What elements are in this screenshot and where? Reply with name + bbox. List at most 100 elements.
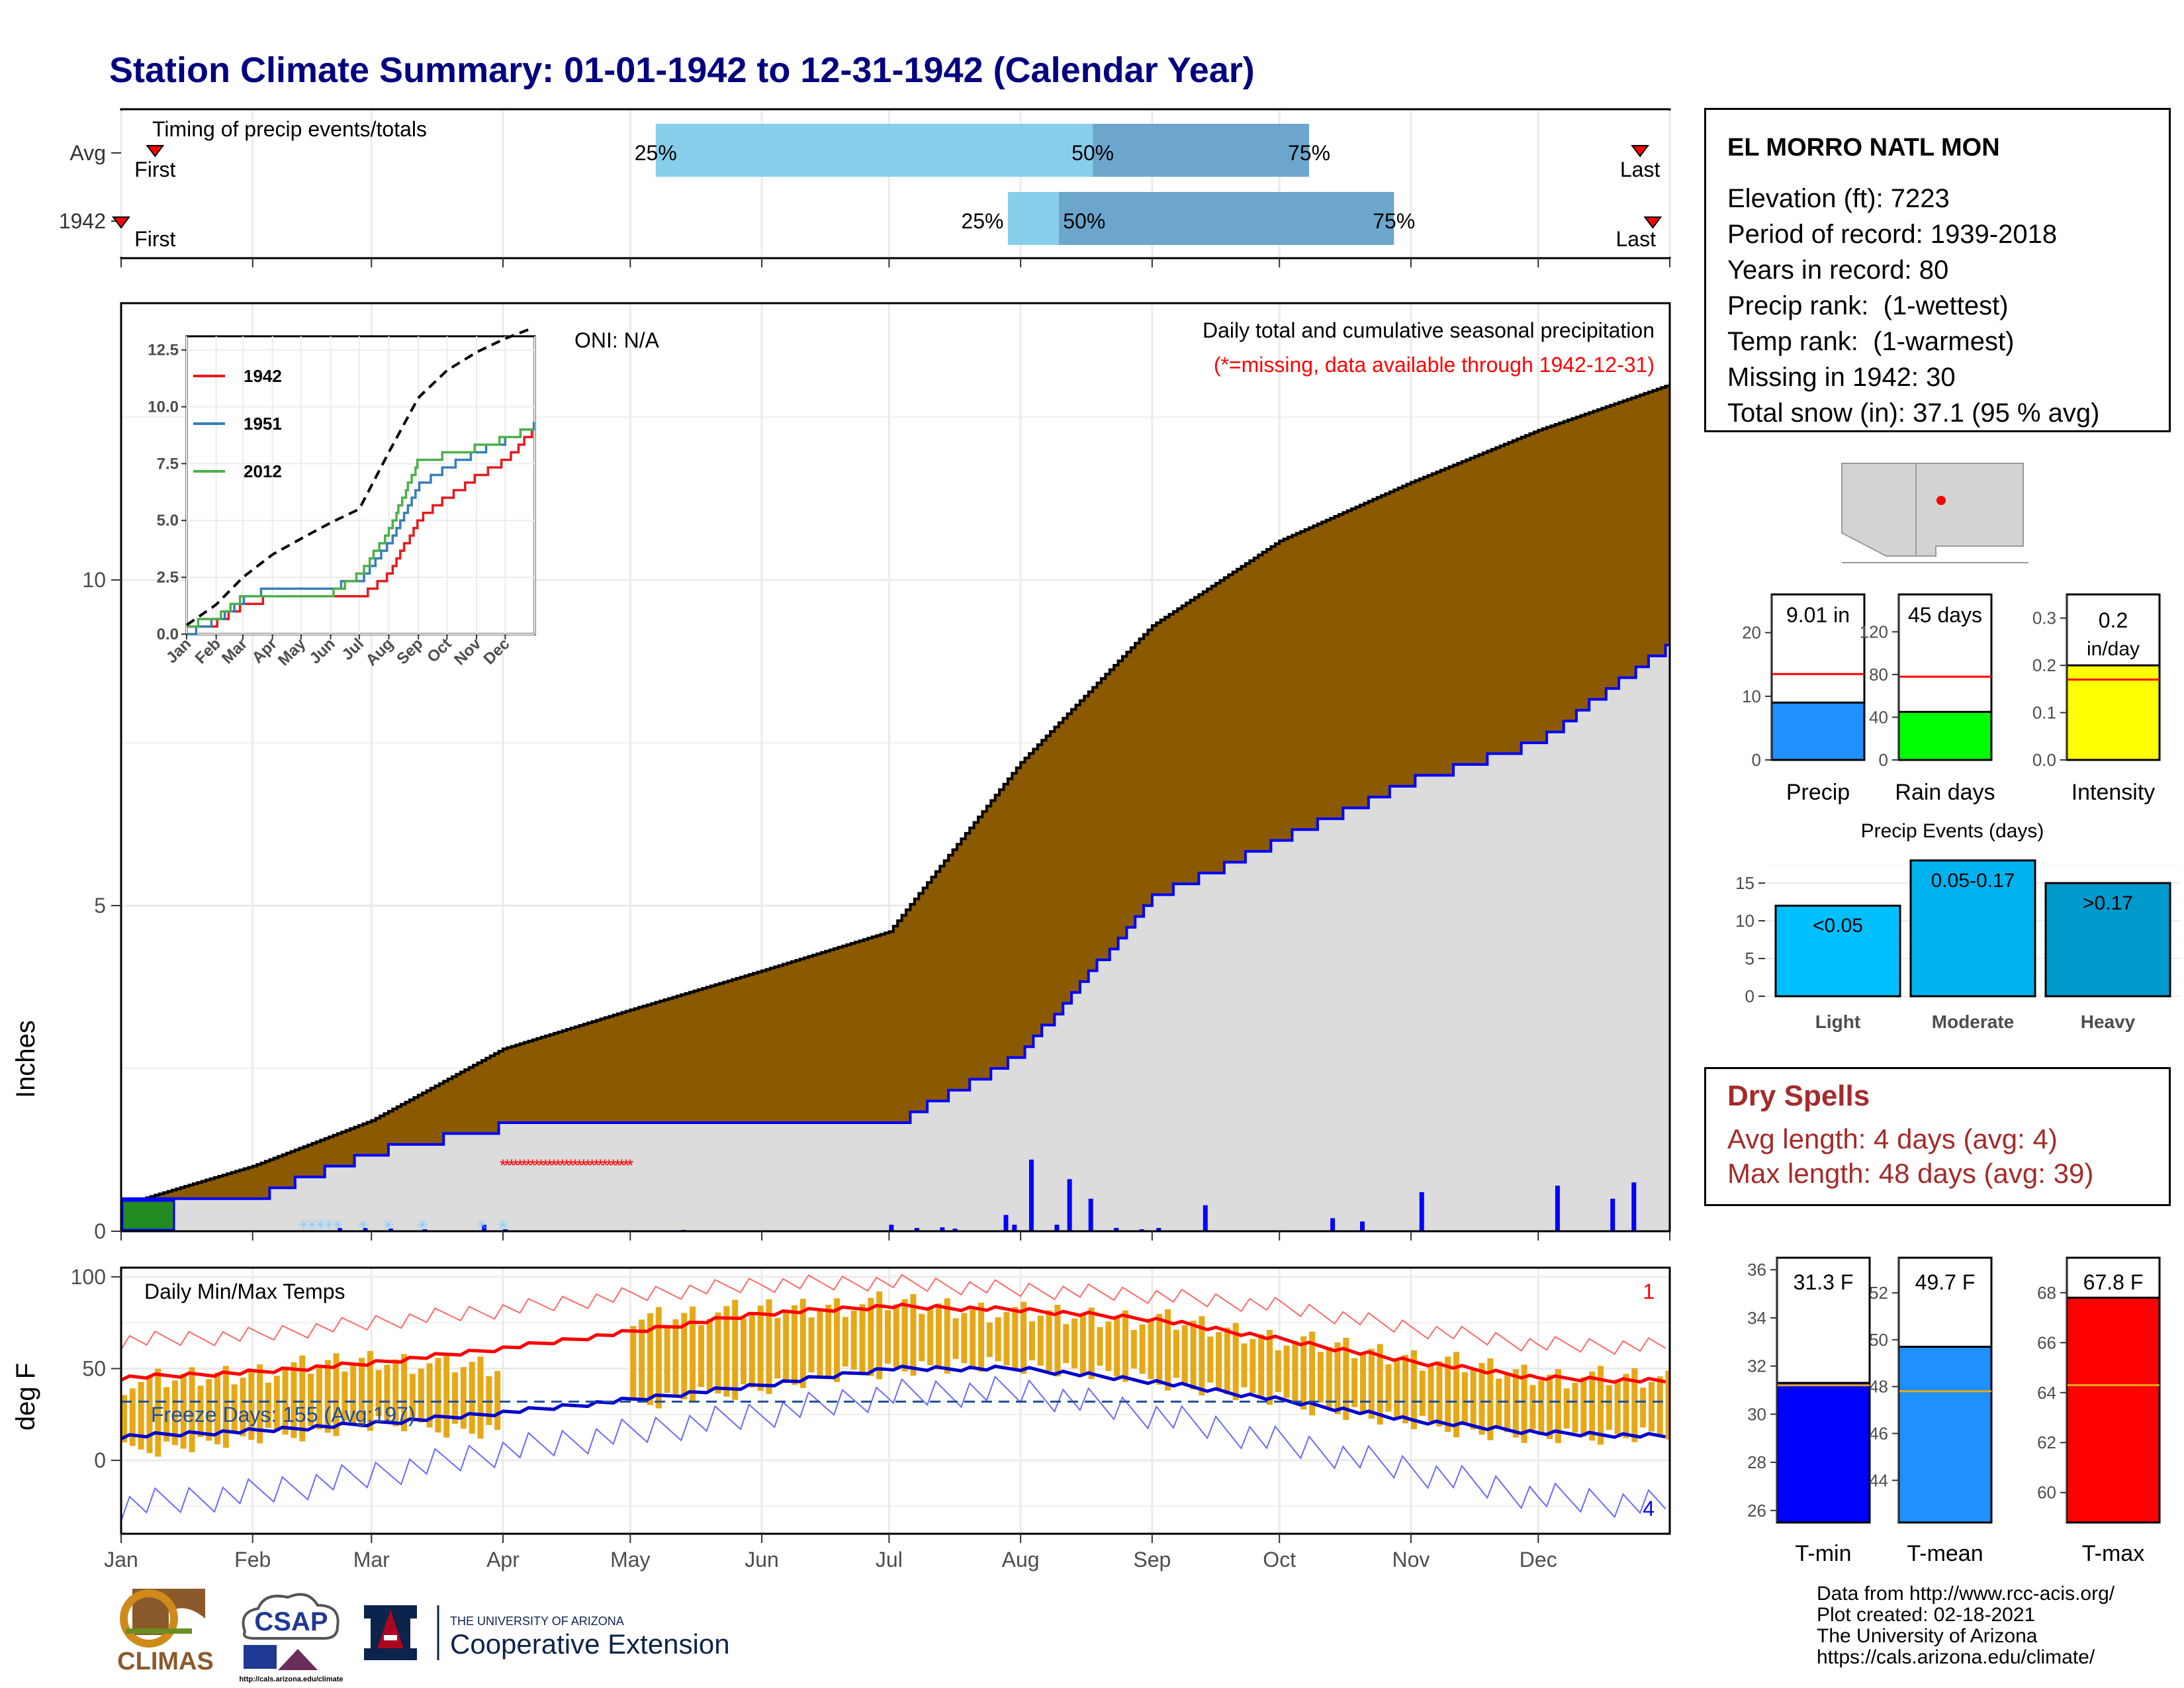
missing-mark: * [593,1155,600,1175]
mini-bar-value: 0.2 [2099,608,2128,632]
daily-temp-bar [231,1384,238,1433]
daily-temp-bar [189,1367,195,1452]
missing-mark: * [504,1155,510,1175]
daily-precip-bar [363,1228,368,1231]
daily-temp-bar [375,1370,382,1417]
inset-lines [185,326,535,635]
events-bar-moderate [1909,859,2036,998]
precip-events-title: Precip Events (days) [1861,820,2044,842]
temp-y-tick-label: 0 [94,1448,106,1472]
timing-1942-last-label: Last [1615,227,1656,251]
mini-bar-tick-label: 66 [2037,1333,2056,1352]
daily-temp-bar [1275,1350,1281,1392]
timing-avg-p75: 75% [1288,141,1330,165]
credit-university: The University of Arizona [1817,1625,2038,1647]
daily-temp-bar [1598,1366,1604,1445]
temp-x-tick-label: Apr [486,1548,520,1571]
mini-bar-tick-label: 48 [1869,1377,1888,1397]
timing-avg-q50-q75 [1093,124,1310,177]
daily-temp-bar [910,1293,917,1376]
daily-temp-bar [1631,1368,1638,1442]
station-name: EL MORRO NATL MON [1727,134,2000,162]
temp-x-tick-label: Dec [1520,1548,1557,1571]
daily-temp-bar [1589,1371,1596,1441]
missing-mark: * [606,1155,612,1175]
daily-precip-bar [1003,1215,1009,1231]
temp-x-axis: Jan Feb Mar Apr May Jun Jul Aug Sep Oct Nov Dec [104,1534,1557,1571]
timing-1942-q50-q75 [1058,192,1394,245]
timing-1942-p25: 25% [961,209,1003,233]
daily-temp-bar [171,1380,178,1446]
precip-y-label: Inches [11,1020,40,1098]
missing-mark: * [538,1155,545,1175]
credits: Data from http://www.rcc-acis.org/ Plot … [1817,1583,2115,1668]
daily-temp-bar [1470,1368,1477,1430]
missing-data-marks: ******************************* [500,1155,633,1175]
daily-temp-bar [1003,1312,1010,1366]
daily-temp-bar [469,1362,475,1434]
missing-mark: * [580,1155,587,1175]
timing-1942-p50: 50% [1063,209,1105,233]
mini-bar-tick-label: 26 [1747,1501,1766,1521]
mini-bar-T-mean [1897,1346,1993,1524]
mini-bar-tick-label: 34 [1747,1308,1766,1328]
state-new-mexico [1915,463,2024,557]
missing-mark: * [576,1155,582,1175]
daily-temp-bar [681,1313,688,1399]
mini-bar-value: 9.01 in [1786,603,1850,627]
daily-temp-bar [1114,1315,1120,1377]
events-y-tick-label: 0 [1745,986,1754,1006]
events-y-tick-label: 15 [1735,873,1754,893]
mini-bar-name: T-max [2082,1541,2144,1566]
temp-chart: 0 50 100 Jan Feb Mar Apr May Jun Jul Aug Sep Oct Nov… [11,1265,1671,1571]
daily-temp-bar [1572,1382,1578,1433]
daily-temp-bar [1563,1388,1570,1429]
daily-temp-bar [1555,1369,1561,1444]
mini-bar-value-unit: in/day [2087,638,2140,660]
mini-bar-tick-label: 80 [1869,665,1888,684]
timing-avg-last-marker [1631,145,1650,158]
daily-temp-bar [324,1360,331,1433]
record-high-line [121,1274,1666,1355]
events-bar-label: >0.17 [2083,892,2133,914]
daily-precip-bar [388,1229,393,1231]
inset-legend: 1942 1951 2012 [193,366,282,481]
daily-temp-bar [1547,1374,1553,1439]
mini-bar-tick-label: 0.2 [2032,655,2056,675]
daily-temp-bar [1529,1385,1536,1430]
timing-avg-p25: 25% [635,141,677,165]
events-bar-name: Heavy [2081,1011,2136,1032]
missing-mark: * [602,1155,608,1175]
daily-precip-bar [1156,1228,1161,1231]
daily-temp-bar [672,1319,679,1396]
inset-legend-label: 1942 [244,366,282,386]
events-bar-name: Light [1815,1011,1860,1032]
mini-bar-value: 67.8 F [2083,1270,2144,1294]
daily-temp-bar [163,1387,170,1442]
precip-note: Daily total and cumulative seasonal prec… [1203,318,1655,342]
daily-temp-bar [1241,1343,1248,1387]
daily-precip-bar [914,1228,919,1231]
daily-temp-bar [197,1385,204,1437]
timing-1942-label: 1942 [59,209,106,233]
mini-bar-tick-label: 32 [1747,1356,1766,1376]
inset-y-tick-label: 12.5 [148,342,179,359]
daily-temp-bar [766,1299,772,1394]
timing-panel: Timing of precip events/totals Avg 1942 … [59,108,1671,267]
daily-temp-bar [257,1364,263,1444]
daily-precip-bar [1555,1186,1560,1231]
station-info-box: EL MORRO NATL MON Elevation (ft): 7223 P… [1704,108,2171,432]
daily-temp-bar [1309,1331,1316,1416]
temp-corner-bottom: 4 [1643,1497,1655,1521]
mini-bar-Rain days [1897,710,1993,761]
daily-temp-bar [799,1299,806,1388]
mini-bar-name: Precip [1786,780,1850,805]
daily-temp-bar [1317,1352,1324,1403]
missing-mark: * [563,1155,570,1175]
mini-bar-name: T-mean [1907,1541,1983,1566]
daily-precip-bar [1114,1228,1119,1231]
daily-temp-bar [350,1364,357,1425]
daily-temp-bar [1071,1318,1078,1369]
1942-cumulative-line [121,643,1670,1200]
